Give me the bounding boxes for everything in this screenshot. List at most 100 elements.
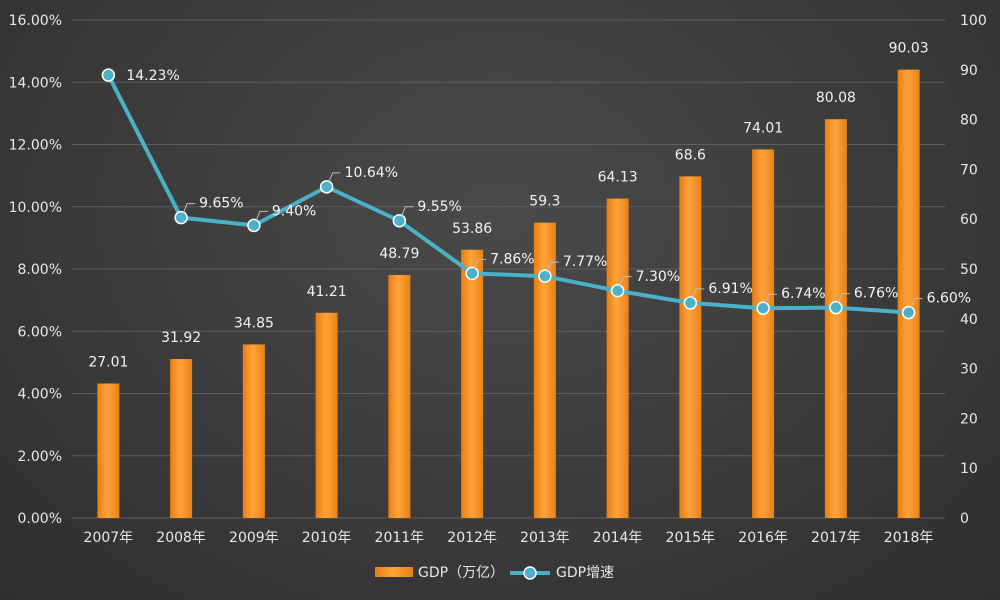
right-axis-tick-label: 80 (960, 113, 978, 129)
left-axis-tick-label: 4.00% (18, 387, 62, 403)
right-axis-tick-label: 100 (960, 13, 987, 29)
growth-label-leader (619, 276, 632, 287)
growth-point (683, 296, 698, 310)
gdp-bar-value-label: 53.86 (452, 221, 492, 237)
bars (97, 69, 920, 518)
gdp-bar-value-label: 64.13 (598, 170, 638, 186)
growth-value-label: 6.74% (781, 286, 825, 302)
gdp-bar-value-label: 48.79 (379, 246, 419, 262)
gridlines (72, 19, 945, 519)
legend-gdp-label: GDP（万亿） (418, 565, 504, 581)
gdp-bar (533, 222, 556, 518)
growth-label-leader (764, 293, 778, 305)
right-axis-tick-label: 50 (960, 262, 978, 278)
growth-value-label: 7.30% (636, 269, 680, 285)
right-axis-tick-label: 0 (960, 511, 969, 527)
growth-point (465, 266, 479, 281)
left-axis-tick-label: 2.00% (18, 449, 62, 465)
x-axis-tick-label: 2008年 (156, 530, 206, 546)
gdp-bar-value-label: 74.01 (743, 120, 783, 136)
growth-value-label: 9.40% (272, 203, 316, 219)
growth-value-label: 9.65% (199, 196, 243, 212)
gdp-bar-value-label: 27.01 (88, 354, 128, 370)
left-axis-tick-label: 16.00% (9, 13, 62, 29)
right-axis-tick-label: 60 (960, 212, 978, 228)
growth-label-leader (691, 288, 705, 300)
gdp-bar (388, 275, 411, 518)
growth-point (174, 210, 188, 225)
growth-point (392, 214, 407, 228)
gdp-bar (461, 249, 484, 518)
legend-gdp-swatch (375, 567, 413, 577)
growth-point (829, 300, 843, 315)
growth-value-label: 6.76% (854, 286, 898, 302)
x-axis-tick-label: 2009年 (229, 530, 279, 546)
gdp-bar (242, 344, 265, 518)
right-axis-tick-label: 70 (960, 162, 978, 178)
left-axis-tick-label: 10.00% (9, 200, 62, 216)
growth-value-label: 6.60% (927, 291, 971, 307)
x-axis-tick-label: 2015年 (666, 530, 716, 546)
left-axis-tick-label: 8.00% (18, 262, 62, 278)
growth-label-leader (328, 172, 341, 184)
growth-label-leader (473, 258, 487, 270)
gdp-bar-value-label: 59.3 (529, 194, 560, 210)
left-axis-tick-label: 14.00% (9, 75, 62, 91)
gdp-bar (897, 69, 920, 518)
gdp-bar (606, 198, 629, 518)
growth-line-path (106, 74, 909, 315)
right-axis-tick-label: 30 (960, 362, 978, 378)
gdp-bar-value-label: 80.08 (816, 90, 856, 106)
left-axis-tick-label: 12.00% (9, 138, 62, 154)
growth-label-leader (255, 210, 268, 222)
x-axis-tick-label: 2012年 (447, 530, 497, 546)
legend-growth-swatch-marker (523, 566, 537, 580)
gdp-bar (679, 176, 702, 518)
axes: 0.00% 2.00% 4.00% 6.00% 8.00% 10.00% 12.00% 14.… (9, 13, 987, 546)
left-axis-tick-label: 6.00% (18, 324, 62, 340)
growth-value-label: 9.55% (417, 199, 461, 215)
gdp-bar (752, 149, 775, 518)
growth-value-label: 10.64% (345, 165, 398, 181)
gdp-bar (315, 312, 338, 518)
growth-label-leader (837, 293, 850, 304)
bar-value-labels: 27.01 31.92 34.85 41.21 48.79 53.86 59.3 64.13 6… (88, 41, 928, 371)
right-axis-tick-label: 90 (960, 63, 978, 79)
growth-value-label: 6.91% (708, 281, 752, 297)
growth-label-leader (400, 206, 414, 217)
growth-label-leader (182, 203, 196, 214)
growth-point (901, 305, 916, 320)
growth-point (538, 269, 552, 283)
right-axis-tick-label: 40 (960, 312, 978, 328)
legend: GDP（万亿） GDP增速 (375, 565, 614, 581)
gdp-bar (170, 359, 193, 518)
x-axis-tick-label: 2018年 (884, 530, 934, 546)
gdp-bar-value-label: 31.92 (161, 330, 201, 346)
growth-value-label: 7.86% (490, 251, 534, 267)
gdp-bar (97, 383, 120, 518)
growth-line (101, 68, 916, 320)
left-axis-tick-label: 0.00% (18, 511, 62, 527)
gdp-bar-value-label: 68.6 (675, 147, 706, 163)
x-axis-tick-label: 2014年 (593, 530, 643, 546)
growth-point (101, 68, 116, 82)
gdp-bar (824, 119, 847, 518)
x-axis-tick-label: 2010年 (302, 530, 352, 546)
growth-label-leader (910, 298, 923, 309)
x-axis-tick-label: 2011年 (375, 530, 425, 546)
growth-point (319, 180, 334, 194)
right-axis-tick-label: 10 (960, 461, 978, 477)
gdp-bar-value-label: 34.85 (234, 315, 274, 331)
growth-point (247, 218, 261, 233)
growth-labels: 14.23% 9.65% 9.40% 10.64% 9.55% 7.86% 7.77% 7.3… (126, 68, 971, 309)
growth-point (610, 284, 625, 298)
growth-label-leader (546, 261, 559, 273)
growth-value-label: 7.77% (563, 254, 607, 270)
x-axis-tick-label: 2007年 (84, 530, 134, 546)
growth-value-label: 14.23% (126, 68, 179, 84)
x-axis-tick-label: 2013年 (520, 530, 570, 546)
growth-point (756, 301, 770, 315)
gdp-bar-value-label: 90.03 (889, 41, 929, 57)
legend-growth-label: GDP增速 (556, 565, 614, 581)
